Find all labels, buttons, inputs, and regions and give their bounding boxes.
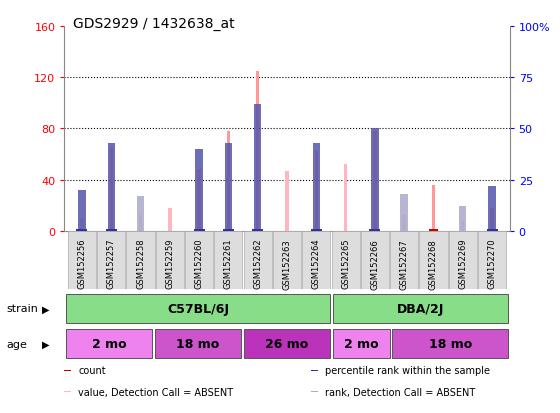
Text: GSM152265: GSM152265: [341, 238, 350, 289]
Bar: [403, 216, 406, 231]
Bar: [78, 190, 86, 231]
FancyBboxPatch shape: [127, 231, 155, 289]
Bar: [195, 229, 203, 231]
Bar: [490, 208, 494, 231]
Bar: [488, 229, 496, 231]
Text: value, Detection Call = ABSENT: value, Detection Call = ABSENT: [78, 387, 234, 397]
Text: count: count: [78, 366, 106, 375]
Bar: [311, 370, 318, 371]
FancyBboxPatch shape: [156, 231, 184, 289]
Bar: [110, 148, 113, 231]
Bar: [285, 171, 289, 231]
FancyBboxPatch shape: [244, 330, 330, 358]
Bar: [224, 229, 233, 231]
Bar: [344, 165, 347, 231]
FancyBboxPatch shape: [66, 330, 152, 358]
Bar: [195, 150, 203, 231]
Bar: [168, 208, 171, 231]
Text: GSM152266: GSM152266: [370, 238, 379, 289]
Text: GSM152268: GSM152268: [429, 238, 438, 289]
Text: ▶: ▶: [42, 339, 50, 349]
Bar: [487, 229, 497, 231]
Text: GSM152264: GSM152264: [312, 238, 321, 289]
FancyBboxPatch shape: [244, 231, 272, 289]
Text: GSM152261: GSM152261: [224, 238, 233, 289]
Bar: [108, 143, 115, 231]
Text: GDS2929 / 1432638_at: GDS2929 / 1432638_at: [73, 17, 235, 31]
Bar: [256, 71, 259, 231]
FancyBboxPatch shape: [66, 294, 330, 323]
Text: 18 mo: 18 mo: [428, 337, 472, 350]
Text: rank, Detection Call = ABSENT: rank, Detection Call = ABSENT: [325, 387, 475, 397]
Bar: [311, 229, 322, 231]
Text: GSM152269: GSM152269: [458, 238, 467, 289]
Text: GSM152257: GSM152257: [107, 238, 116, 289]
FancyBboxPatch shape: [214, 231, 242, 289]
Bar: [488, 186, 496, 231]
Text: 2 mo: 2 mo: [92, 337, 126, 350]
Bar: [459, 207, 466, 231]
Text: strain: strain: [7, 304, 39, 314]
Bar: [432, 185, 435, 231]
Text: percentile rank within the sample: percentile rank within the sample: [325, 366, 489, 375]
Bar: [80, 218, 84, 231]
Text: GSM152270: GSM152270: [488, 238, 497, 289]
FancyBboxPatch shape: [332, 231, 360, 289]
FancyBboxPatch shape: [97, 231, 125, 289]
Bar: [312, 143, 320, 231]
FancyBboxPatch shape: [302, 231, 330, 289]
Bar: [315, 152, 318, 231]
Text: GSM152256: GSM152256: [77, 238, 86, 289]
Text: GSM152258: GSM152258: [136, 238, 145, 289]
Text: GSM152262: GSM152262: [253, 238, 262, 289]
Bar: [197, 170, 201, 231]
Bar: [223, 229, 234, 231]
FancyBboxPatch shape: [333, 330, 390, 358]
Bar: [312, 229, 321, 231]
Text: GSM152267: GSM152267: [400, 238, 409, 289]
Bar: [252, 229, 263, 231]
FancyBboxPatch shape: [155, 330, 241, 358]
FancyBboxPatch shape: [333, 294, 508, 323]
Text: age: age: [7, 339, 27, 349]
Text: GSM152260: GSM152260: [195, 238, 204, 289]
Text: ▶: ▶: [42, 304, 50, 314]
Bar: [194, 229, 204, 231]
Bar: [253, 229, 262, 231]
FancyBboxPatch shape: [361, 231, 389, 289]
Bar: [137, 197, 144, 231]
Bar: [429, 229, 438, 231]
Bar: [371, 129, 379, 231]
Bar: [227, 132, 230, 231]
Text: 26 mo: 26 mo: [265, 337, 309, 350]
Text: DBA/2J: DBA/2J: [397, 302, 444, 315]
Text: GSM152259: GSM152259: [165, 238, 174, 289]
FancyBboxPatch shape: [419, 231, 447, 289]
FancyBboxPatch shape: [478, 231, 506, 289]
FancyBboxPatch shape: [390, 231, 418, 289]
Bar: [373, 132, 377, 231]
Text: 18 mo: 18 mo: [176, 337, 220, 350]
Bar: [107, 229, 116, 231]
Bar: [461, 221, 464, 231]
FancyBboxPatch shape: [273, 231, 301, 289]
Bar: [254, 104, 262, 231]
Bar: [371, 229, 379, 231]
FancyBboxPatch shape: [449, 231, 477, 289]
Bar: [106, 229, 116, 231]
Bar: [64, 370, 72, 371]
FancyBboxPatch shape: [68, 231, 96, 289]
Bar: [77, 229, 87, 231]
Text: 2 mo: 2 mo: [344, 337, 379, 350]
Text: C57BL/6J: C57BL/6J: [167, 302, 229, 315]
Bar: [400, 195, 408, 231]
FancyBboxPatch shape: [392, 330, 508, 358]
Bar: [225, 143, 232, 231]
Text: GSM152263: GSM152263: [282, 238, 292, 289]
Bar: [139, 216, 142, 231]
Bar: [370, 229, 380, 231]
FancyBboxPatch shape: [185, 231, 213, 289]
